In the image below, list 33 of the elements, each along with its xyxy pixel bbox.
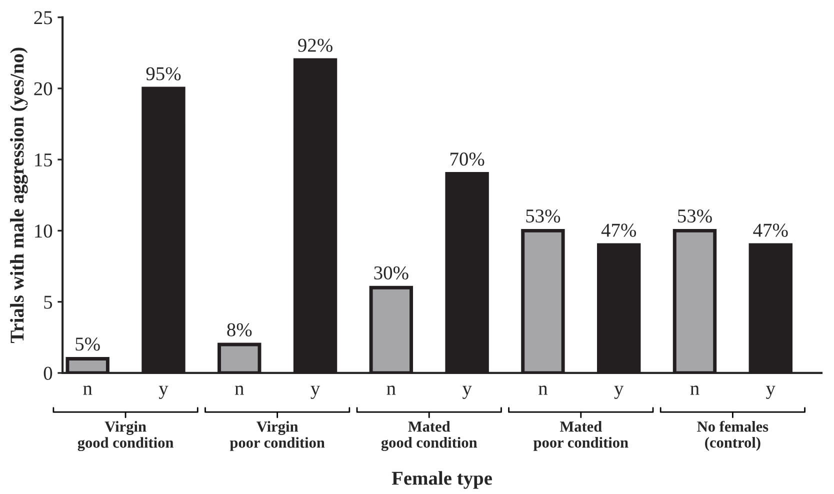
x-tick-label: n <box>83 386 92 395</box>
annotation: 70% <box>450 152 484 166</box>
annotation: 47% <box>753 224 788 237</box>
x-tick-label: n <box>386 386 396 395</box>
x-tick-label: y <box>614 386 624 399</box>
text: Virgin good condition <box>78 420 174 452</box>
y-tick-label: 15 <box>35 153 52 166</box>
annotation: 8% <box>227 323 252 336</box>
x-tick-label: y <box>766 386 776 399</box>
y-tick-label: 10 <box>35 224 52 238</box>
text: No females (control) <box>697 420 768 451</box>
x-tick-label: y <box>462 386 472 399</box>
y-tick-label: 0 <box>44 366 52 380</box>
y-tick-label: 20 <box>34 82 52 96</box>
y-tick-label: 25 <box>34 11 52 24</box>
x-tick-label: y <box>310 386 320 399</box>
x-tick-label: n <box>538 386 548 395</box>
text: Mated poor condition <box>533 420 628 451</box>
annotation: 47% <box>601 224 636 237</box>
annotation: 30% <box>374 266 408 280</box>
annotation: 92% <box>298 38 332 52</box>
annotation: 53% <box>526 209 560 223</box>
text: Virgin poor condition <box>230 420 325 451</box>
annotation: 53% <box>678 209 712 223</box>
x-axis-title: Female type <box>392 471 492 489</box>
x-tick-label: y <box>158 386 168 399</box>
annotation: 5% <box>76 338 100 351</box>
annotation: 95% <box>146 67 181 80</box>
text: Mated good condition <box>381 420 478 451</box>
y-tick-label: 5 <box>44 296 52 309</box>
y-axis-title: Trials with male aggression (yes/no) <box>10 48 28 344</box>
x-tick-label: n <box>234 386 244 395</box>
x-tick-label: n <box>690 386 700 395</box>
